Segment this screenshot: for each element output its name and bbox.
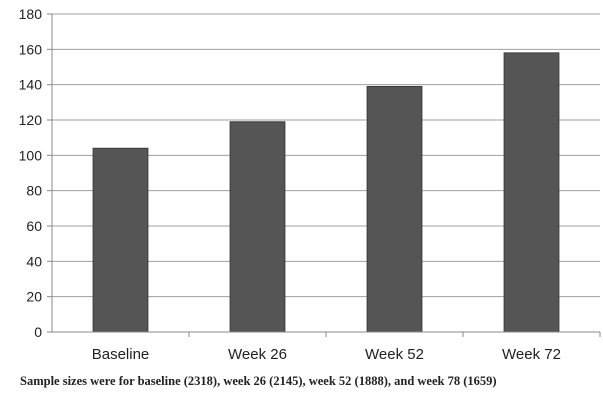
x-category-label: Week 52	[365, 346, 424, 363]
y-tick-label: 80	[26, 183, 42, 199]
y-tick-label: 180	[19, 6, 43, 22]
bar-week-52	[366, 85, 423, 333]
y-tick-label: 120	[19, 112, 43, 128]
y-tick-label: 100	[19, 147, 43, 163]
bar-week-26	[229, 121, 286, 333]
y-tick-label: 60	[26, 218, 42, 234]
y-tick-label: 0	[34, 324, 42, 340]
labels: 0 20 40 60 80 100 120 140 160 180 Baseline Week 26 W…	[19, 6, 561, 363]
axes	[47, 13, 601, 337]
y-tick-label: 20	[26, 289, 42, 305]
y-tick-label: 40	[26, 253, 42, 269]
x-category-label: Week 72	[502, 346, 561, 363]
bars	[92, 52, 560, 333]
bar-week-72	[503, 52, 560, 333]
bar-baseline	[92, 147, 149, 333]
y-tick-label: 140	[19, 77, 43, 93]
y-tick-label: 160	[19, 41, 43, 57]
x-category-label: Week 26	[228, 346, 287, 363]
bar-chart: 0 20 40 60 80 100 120 140 160 180 Baseline Week 26 W…	[19, 6, 601, 363]
footnote: Sample sizes were for baseline (2318), w…	[20, 374, 497, 388]
x-category-label: Baseline	[92, 346, 150, 363]
